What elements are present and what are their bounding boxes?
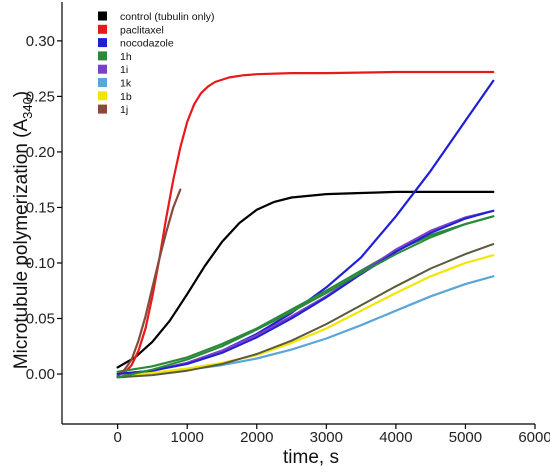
legend: control (tubulin only)paclitaxel nocodazo… xyxy=(98,11,215,116)
x-axis-title: time, s xyxy=(283,447,339,468)
legend-label-4: 1h xyxy=(120,51,132,63)
series-line-7 xyxy=(116,254,495,378)
x-tick-label: 4000 xyxy=(379,429,412,446)
overlay-curve-3 xyxy=(116,215,495,379)
legend-swatch-1 xyxy=(98,11,107,21)
legend-swatch-7 xyxy=(98,91,107,101)
series-line-2 xyxy=(116,70,495,378)
legend-label-8: 1j xyxy=(120,104,128,116)
legend-label-2: paclitaxel xyxy=(120,24,164,36)
legend-swatch-3 xyxy=(98,38,107,48)
y-tick-label: 0.05 xyxy=(26,311,55,328)
y-tick-label: 0.15 xyxy=(26,199,55,216)
plot-layer xyxy=(116,70,495,379)
y-tick-label: 0.25 xyxy=(26,88,55,105)
y-tick-label: 0.10 xyxy=(26,255,55,272)
legend-swatch-5 xyxy=(98,64,107,74)
x-tick-label: 0 xyxy=(113,429,121,446)
x-tick-label: 2000 xyxy=(240,429,273,446)
x-tick-label: 1000 xyxy=(171,429,204,446)
legend-label-7: 1b xyxy=(120,91,132,103)
y-tick-label: 0.20 xyxy=(26,144,55,161)
x-tick-label: 6000 xyxy=(518,429,550,446)
y-axis-title-close: ) xyxy=(11,91,32,97)
y-tick-label: 0.30 xyxy=(26,33,55,50)
legend-swatch-6 xyxy=(98,78,107,87)
series-line-8 xyxy=(116,188,182,378)
overlay-curve-2 xyxy=(116,243,495,379)
y-tick-label: 0.00 xyxy=(26,366,55,383)
axes-layer: 0 1000 2000 3000 4000 5000 6000 0.00 0.05 0.10 0.1… xyxy=(26,2,550,446)
legend-label-1: control (tubulin only) xyxy=(120,11,215,23)
y-axis-title-subscript: 340 xyxy=(20,97,35,119)
legend-swatch-2 xyxy=(98,24,107,34)
legend-swatch-8 xyxy=(98,104,107,114)
y-axis-title-main: Microtubule polymerization (A xyxy=(11,119,32,370)
legend-label-5: 1i xyxy=(120,64,128,76)
series-line-1 xyxy=(116,190,495,369)
x-tick-label: 5000 xyxy=(449,429,482,446)
series-line-4 xyxy=(116,215,495,373)
legend-swatch-4 xyxy=(98,51,107,61)
overlay-curve-1 xyxy=(116,209,495,375)
legend-label-3: nocodazole xyxy=(120,38,174,50)
legend-label-6: 1k xyxy=(120,78,132,90)
x-tick-label: 3000 xyxy=(310,429,343,446)
y-axis-title: Microtubule polymerization (A340) xyxy=(11,91,35,369)
